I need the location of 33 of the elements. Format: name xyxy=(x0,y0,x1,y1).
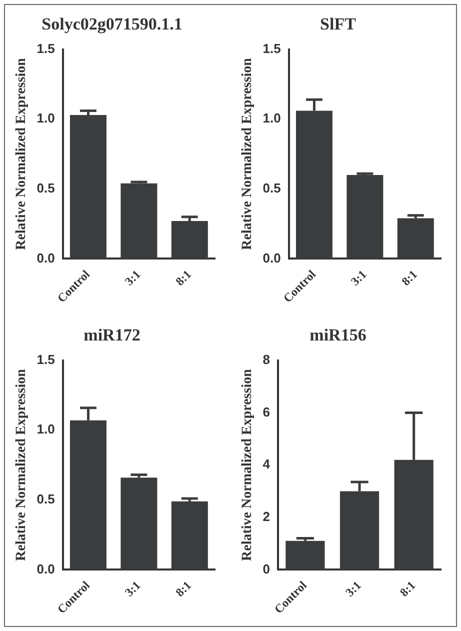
chart-title: miR156 xyxy=(309,325,366,344)
y-axis-title: Relative Normalized Expression xyxy=(240,58,255,250)
y-tick-label: 0.5 xyxy=(36,180,55,196)
y-axis-title: Relative Normalized Expression xyxy=(14,58,30,250)
y-tick-label: 2 xyxy=(262,508,270,524)
y-tick-label: 0.5 xyxy=(36,491,55,506)
y-tick-label: 0.0 xyxy=(36,560,55,576)
y-axis-title: Relative Normalized Expression xyxy=(14,368,30,560)
y-tick-label: 1.5 xyxy=(36,351,55,366)
y-tick-label: 1.0 xyxy=(262,110,280,126)
x-tick-label: 3:1 xyxy=(342,578,364,599)
y-tick-label: 6 xyxy=(262,404,270,419)
x-tick-label: 8:1 xyxy=(398,267,420,288)
y-tick-label: 4 xyxy=(262,456,270,472)
y-tick-label: 1.5 xyxy=(262,40,280,56)
y-tick-label: 0.0 xyxy=(262,250,280,266)
chart-title: SlFT xyxy=(320,14,356,34)
y-tick-label: 8 xyxy=(262,351,270,366)
y-tick-label: 1.0 xyxy=(36,110,55,126)
y-axis-title: Relative Normalized Expression xyxy=(240,368,255,560)
x-tick-label: 3:1 xyxy=(122,578,144,599)
chart-title: Solyc02g071590.1.1 xyxy=(42,14,182,34)
y-tick-label: 1.0 xyxy=(36,421,55,436)
x-tick-label: 3:1 xyxy=(348,267,369,288)
x-tick-label: 8:1 xyxy=(172,578,194,599)
y-tick-label: 0 xyxy=(262,560,270,576)
x-tick-label: 8:1 xyxy=(396,578,418,599)
chart-title: miR172 xyxy=(84,325,140,344)
x-tick-label: 3:1 xyxy=(122,267,144,288)
y-tick-label: 0.5 xyxy=(262,180,280,196)
x-tick-label: 8:1 xyxy=(172,267,194,288)
y-tick-label: 0.0 xyxy=(36,250,55,266)
y-tick-label: 1.5 xyxy=(36,40,55,56)
